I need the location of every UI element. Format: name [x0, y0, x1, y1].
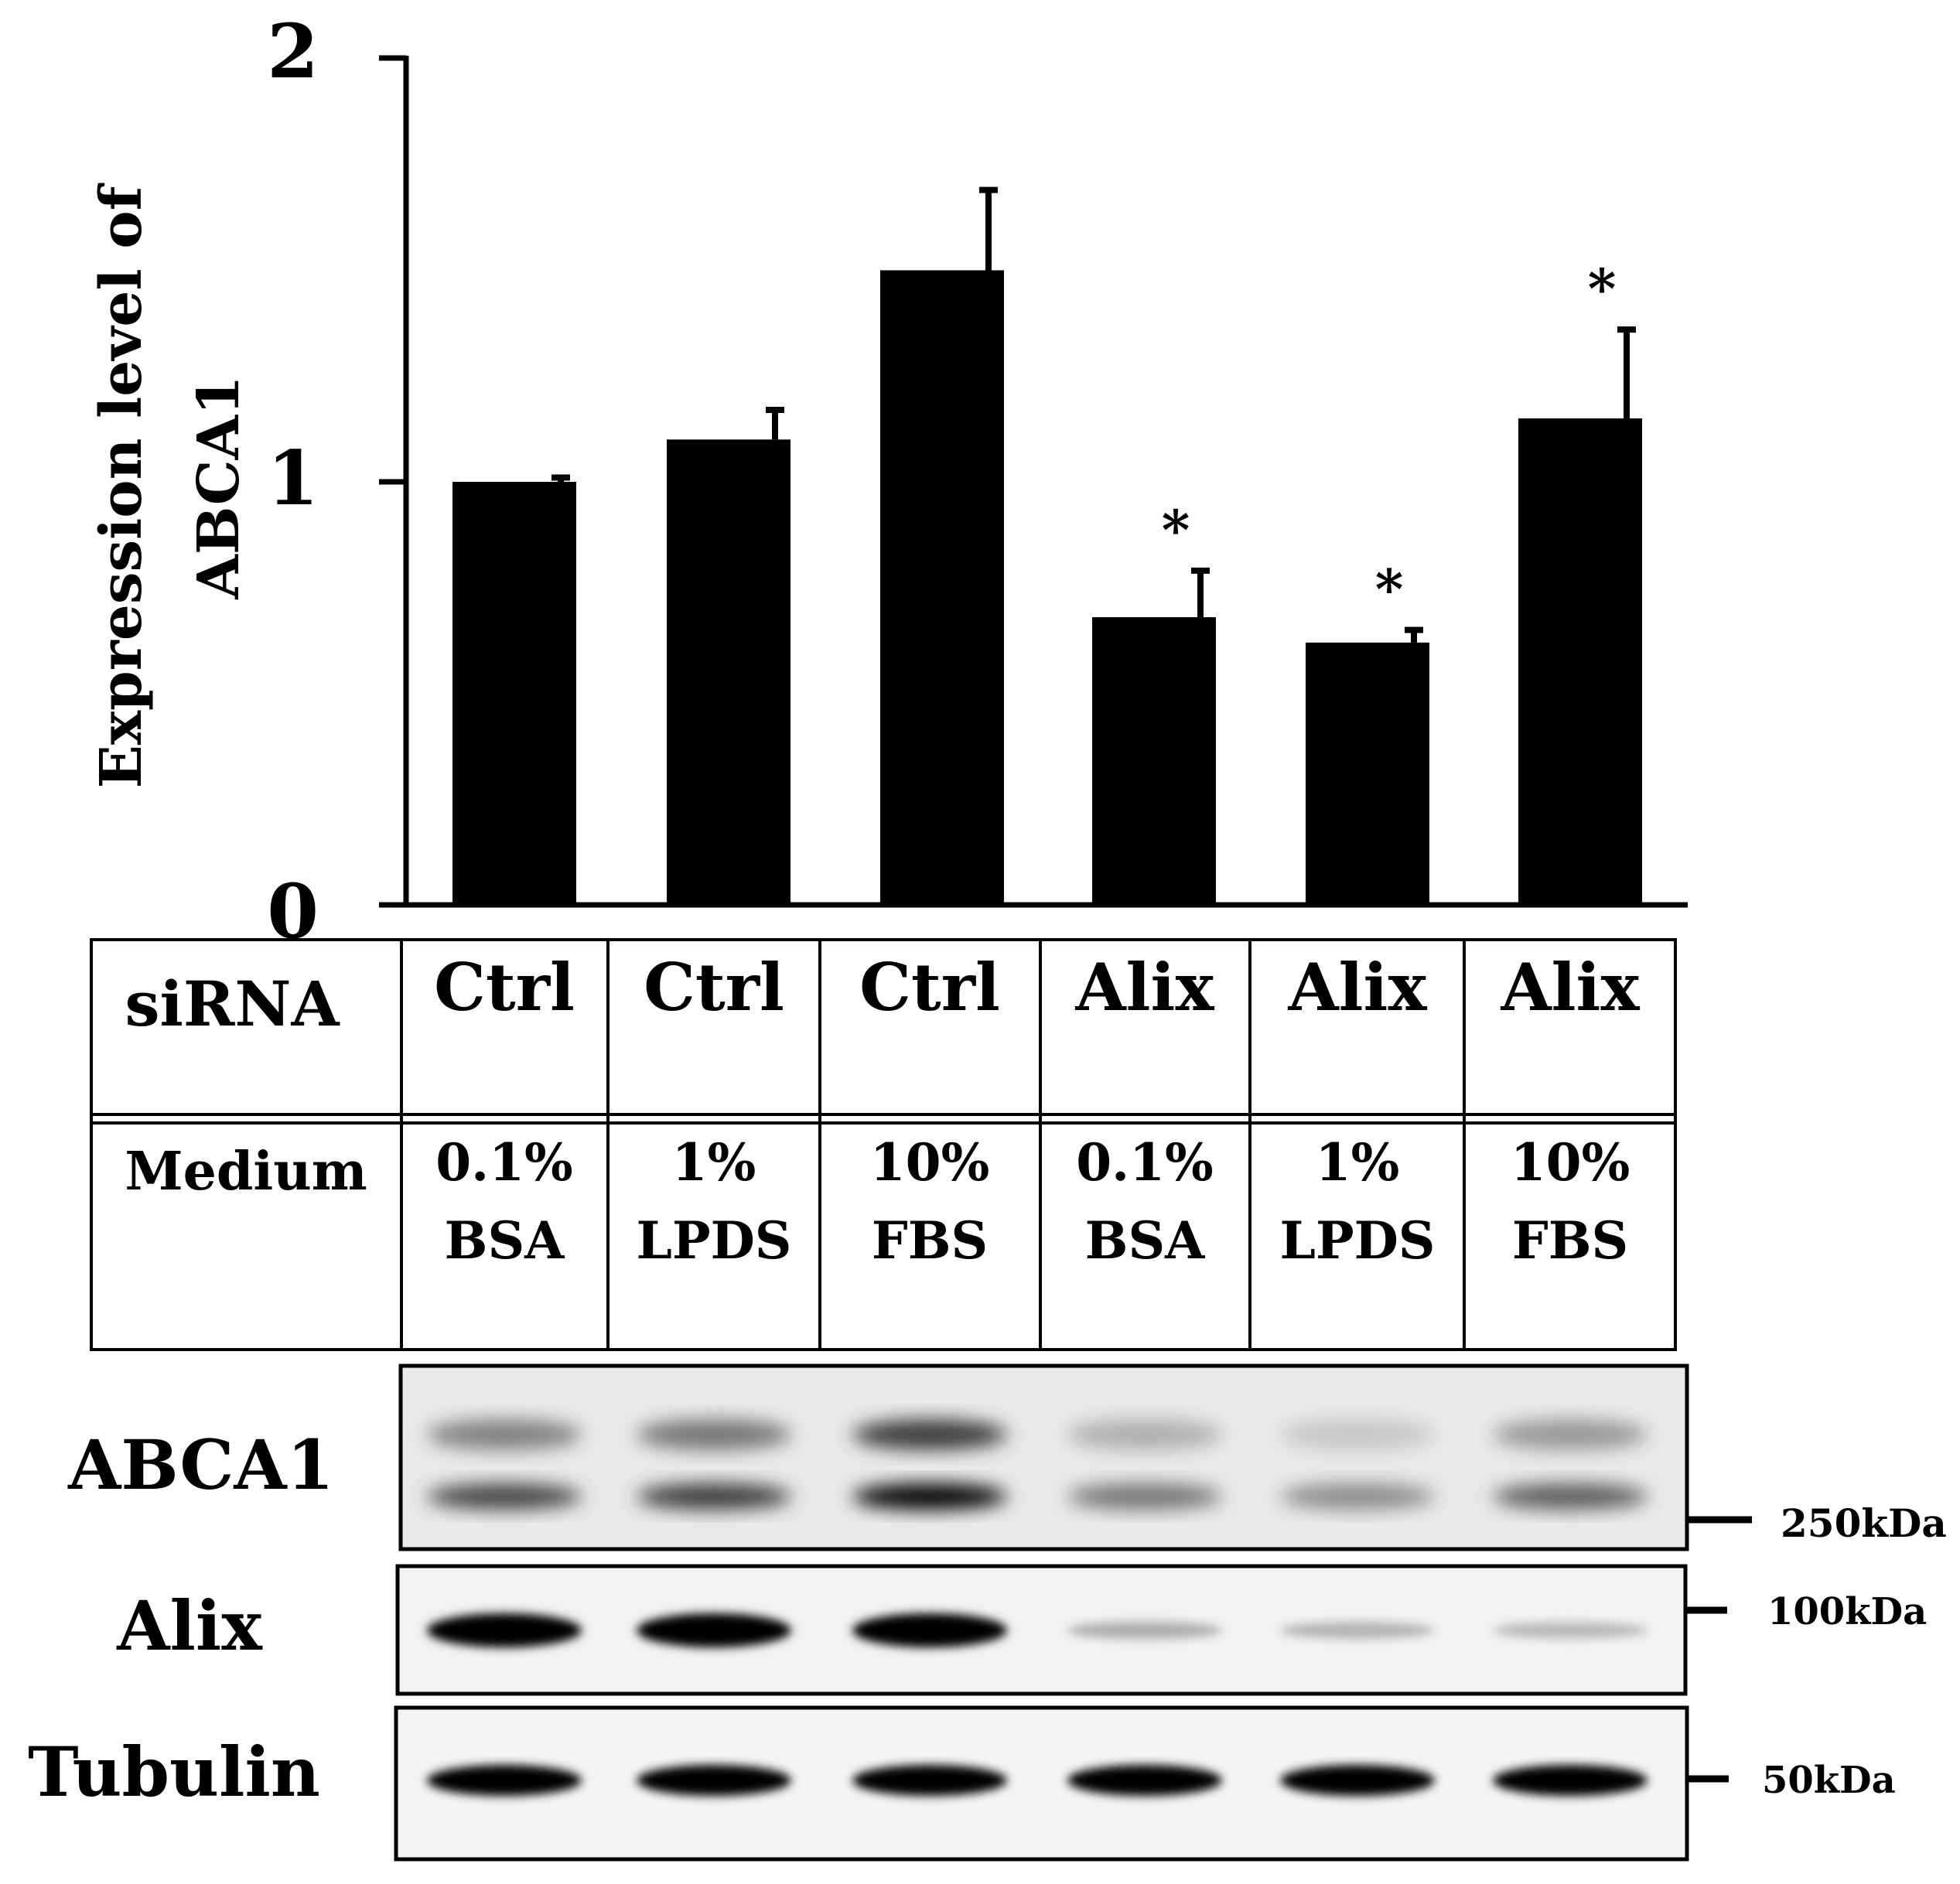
marker-label-100kda: 100kDa [1767, 1590, 1927, 1633]
bar-5 [1306, 642, 1429, 905]
blot-band-tubulin-6 [1493, 1765, 1648, 1796]
blot-band-abca1-6 [1493, 1483, 1648, 1510]
western-blots: ABCA1 Alix Tubulin 250kDa 100kDa 50kDa [28, 1364, 1947, 1862]
blot-bands [427, 1419, 1648, 1796]
medium-cell-1-line2: BSA [445, 1210, 565, 1271]
sirna-cell-2: Ctrl [644, 949, 784, 1026]
blot-band-tubulin-4 [1067, 1765, 1222, 1796]
medium-cell-4-line1: 0.1% [1076, 1132, 1214, 1193]
medium-cell-5-line2: LPDS [1280, 1210, 1436, 1271]
blot-band-tubulin-2 [637, 1765, 791, 1796]
y-tick-label-2: 2 [267, 8, 319, 95]
medium-cell-2-line2: LPDS [637, 1210, 792, 1271]
bar-3 [880, 270, 1004, 905]
blot-band-upper-abca1-5 [1280, 1419, 1435, 1450]
blot-band-upper-abca1-3 [852, 1419, 1007, 1450]
blot-band-tubulin-3 [852, 1765, 1007, 1796]
bar-1 [452, 482, 576, 905]
bar-2 [667, 439, 790, 905]
blot-label-tubulin: Tubulin [28, 1732, 320, 1812]
sirna-cell-4: Alix [1074, 949, 1214, 1026]
marker-label-50kda: 50kDa [1762, 1759, 1896, 1802]
blot-band-abca1-4 [1067, 1483, 1222, 1510]
medium-cell-5-line1: 1% [1316, 1132, 1400, 1193]
medium-cell-3-line2: FBS [872, 1210, 988, 1271]
medium-cell-1-line1: 0.1% [435, 1132, 573, 1193]
row-label-sirna: siRNA [125, 968, 340, 1040]
sirna-cell-3: Ctrl [859, 949, 1000, 1026]
blot-panel-abca1 [398, 1364, 1689, 1551]
blot-band-upper-abca1-6 [1493, 1419, 1648, 1450]
blot-band-abca1-3 [852, 1483, 1007, 1510]
significance-mark-6: * [1588, 257, 1617, 321]
bars-group: * * * [452, 186, 1642, 905]
y-axis-label-line2: ABCA1 [186, 375, 252, 599]
blot-panel-tubulin [394, 1705, 1689, 1862]
blot-band-alix-4 [1067, 1621, 1222, 1640]
y-tick-label-0: 0 [267, 868, 319, 955]
blot-band-abca1-2 [637, 1483, 791, 1510]
medium-cell-6-line1: 10% [1511, 1132, 1630, 1193]
bar-6 [1518, 418, 1642, 905]
blot-band-alix-5 [1280, 1622, 1435, 1639]
marker-label-250kda: 250kDa [1781, 1500, 1947, 1546]
blot-band-alix-2 [637, 1613, 791, 1647]
blot-band-alix-1 [427, 1613, 582, 1647]
significance-mark-4: * [1162, 498, 1190, 562]
sirna-cell-6: Alix [1500, 949, 1640, 1026]
blot-band-upper-abca1-2 [637, 1419, 791, 1450]
medium-cell-4-line2: BSA [1085, 1210, 1205, 1271]
significance-mark-5: * [1375, 557, 1404, 621]
blot-band-alix-3 [852, 1613, 1007, 1647]
row-label-medium: Medium [125, 1141, 367, 1203]
y-axis-label-line1: Expression level of [88, 183, 155, 788]
condition-table: siRNA Medium Ctrl Ctrl Ctrl Alix Alix Al… [90, 938, 1677, 1351]
blot-band-abca1-1 [427, 1483, 582, 1510]
blot-band-tubulin-5 [1280, 1765, 1435, 1796]
table-border [90, 938, 1677, 1351]
blot-label-abca1: ABCA1 [67, 1425, 334, 1505]
medium-cell-3-line1: 10% [870, 1132, 990, 1193]
blot-label-alix: Alix [116, 1585, 263, 1666]
medium-cell-6-line2: FBS [1512, 1210, 1628, 1271]
blot-band-upper-abca1-4 [1067, 1419, 1222, 1450]
blot-band-upper-abca1-1 [427, 1419, 582, 1450]
blot-band-abca1-5 [1280, 1483, 1435, 1510]
sirna-cell-5: Alix [1287, 949, 1427, 1026]
sirna-cell-1: Ctrl [434, 949, 575, 1026]
medium-cell-2-line1: 1% [672, 1132, 756, 1193]
bar-4 [1092, 617, 1216, 905]
axes [379, 55, 1688, 908]
y-tick-label-1: 1 [267, 435, 319, 522]
blot-band-alix-6 [1493, 1622, 1648, 1639]
blot-band-tubulin-1 [427, 1765, 582, 1796]
blot-panel-alix [395, 1564, 1688, 1696]
